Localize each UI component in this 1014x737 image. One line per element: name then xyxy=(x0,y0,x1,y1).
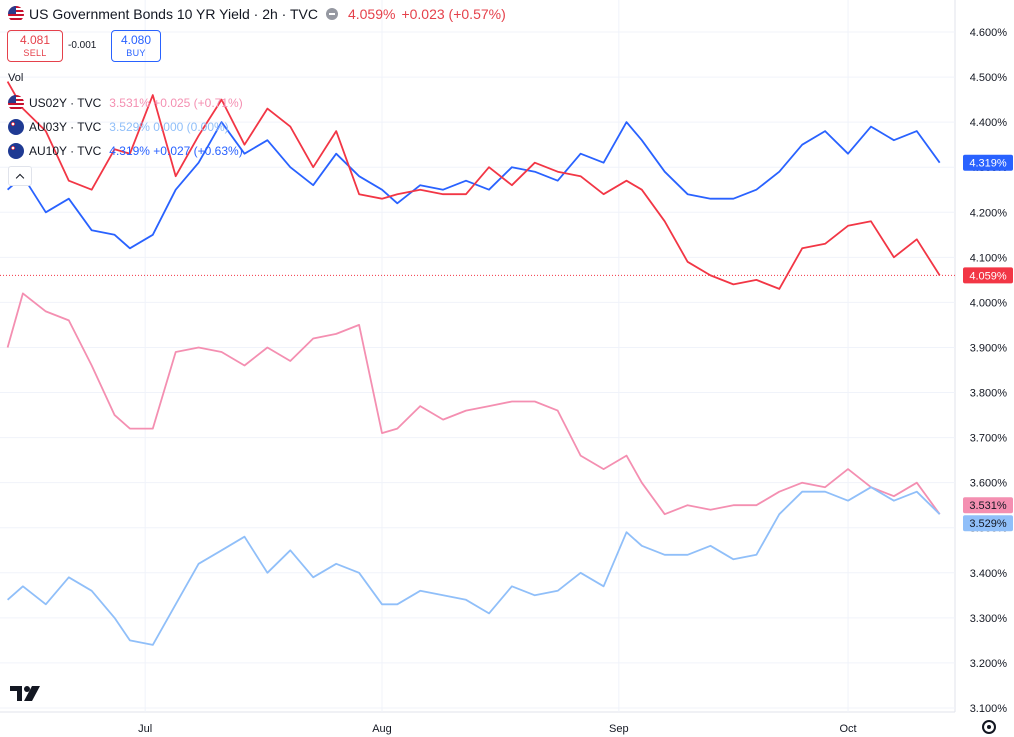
us-flag-icon xyxy=(8,95,24,111)
y-tick-label: 4.600% xyxy=(970,27,1008,39)
y-tick-label: 4.200% xyxy=(970,207,1008,219)
y-axis[interactable]: 3.100%3.200%3.300%3.400%3.500%3.600%3.70… xyxy=(970,27,1008,715)
x-axis[interactable]: Jul Aug Sep Oct xyxy=(138,723,856,735)
y-tick-label: 3.100% xyxy=(970,703,1008,715)
last-value-tag xyxy=(963,267,1013,284)
series-line-us02y[interactable] xyxy=(6,292,941,516)
y-tick-label: 3.200% xyxy=(970,658,1008,670)
y-tick-label: 3.700% xyxy=(970,433,1008,445)
last-value-label: 4.059% xyxy=(969,270,1007,282)
legend-values: 3.529% 0.000 (0.00%) xyxy=(109,120,229,134)
series-line-us-government-bonds-10-yr-yield[interactable] xyxy=(6,81,941,290)
sell-price: 4.081 xyxy=(19,33,51,47)
legend-item-au03y[interactable]: AU03Y · TVC 3.529% 0.000 (0.00%) xyxy=(8,118,229,136)
series-layer xyxy=(0,81,955,646)
header-price: 4.059% xyxy=(347,6,396,22)
y-tick-label: 3.400% xyxy=(970,568,1008,580)
y-tick-label: 4.400% xyxy=(970,117,1008,129)
volume-label[interactable]: Vol xyxy=(8,72,24,84)
last-value-label: 3.531% xyxy=(969,500,1007,512)
legend-symbol: AU10Y · TVC xyxy=(29,144,102,158)
legend-item-us02y[interactable]: US02Y · TVC 3.531% +0.025 (+0.71%) xyxy=(8,94,243,112)
header-change: +0.023 (+0.57%) xyxy=(401,6,506,22)
y-tick-label: 4.100% xyxy=(970,252,1008,264)
last-value-labels: 4.059% 3.531% 3.529% 4.319% xyxy=(963,154,1013,532)
au-flag-icon xyxy=(8,119,24,135)
legend-item-au10y[interactable]: AU10Y · TVC 4.319% +0.027 (+0.63%) xyxy=(8,142,243,160)
legend-symbol: AU03Y · TVC xyxy=(29,120,102,134)
legend-values: 4.319% +0.027 (+0.63%) xyxy=(109,144,243,158)
collapse-legend-button[interactable] xyxy=(8,166,32,186)
us-flag-icon xyxy=(8,6,24,22)
y-tick-label: 3.900% xyxy=(970,342,1008,354)
symbol-title[interactable]: US Government Bonds 10 YR Yield · 2h · T… xyxy=(29,6,318,22)
x-tick-label: Aug xyxy=(372,723,392,735)
settings-gear-icon[interactable] xyxy=(982,720,996,734)
buy-price: 4.080 xyxy=(120,33,152,47)
y-tick-label: 4.000% xyxy=(970,297,1008,309)
x-tick-label: Jul xyxy=(138,723,152,735)
spread-value: -0.001 xyxy=(68,40,97,51)
series-line-au03y[interactable] xyxy=(7,486,941,646)
sell-button[interactable]: 4.081 SELL xyxy=(7,30,63,62)
sell-label: SELL xyxy=(23,48,47,58)
y-tick-label: 3.600% xyxy=(970,478,1008,490)
y-tick-label: 3.800% xyxy=(970,388,1008,400)
y-tick-label: 4.500% xyxy=(970,72,1008,84)
x-tick-label: Sep xyxy=(609,723,629,735)
y-tick-label: 3.300% xyxy=(970,613,1008,625)
last-value-label: 4.319% xyxy=(969,158,1007,170)
last-value-tag xyxy=(963,497,1013,514)
series-line-au10y[interactable] xyxy=(7,121,941,250)
buy-label: BUY xyxy=(126,48,146,58)
last-value-tag xyxy=(963,515,1013,532)
x-tick-label: Oct xyxy=(839,723,856,735)
last-value-label: 3.529% xyxy=(969,518,1007,530)
chart-header: US Government Bonds 10 YR Yield · 2h · T… xyxy=(8,5,506,23)
buy-button[interactable]: 4.080 BUY xyxy=(111,30,161,62)
market-status-icon[interactable] xyxy=(325,8,338,20)
last-value-tag xyxy=(963,154,1013,171)
legend-symbol: US02Y · TVC xyxy=(29,96,102,110)
tradingview-logo-icon[interactable] xyxy=(10,684,42,702)
grid xyxy=(0,0,956,713)
legend-values: 3.531% +0.025 (+0.71%) xyxy=(109,96,243,110)
au-flag-icon xyxy=(8,143,24,159)
